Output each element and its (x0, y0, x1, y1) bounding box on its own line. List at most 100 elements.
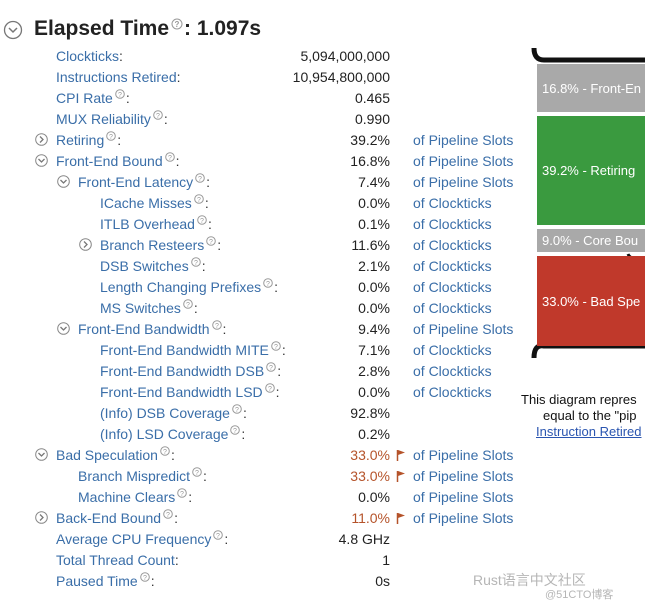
metric-value: 4.8 GHz (338, 531, 390, 547)
help-icon[interactable]: ? (190, 257, 201, 267)
help-icon[interactable]: ? (197, 215, 207, 225)
metric-label: Machine Clears?: (78, 487, 192, 508)
metric-unit[interactable]: of Clockticks (413, 363, 492, 379)
help-icon[interactable]: ? (183, 299, 193, 309)
expand-toggle[interactable] (79, 238, 92, 251)
svg-text:?: ? (268, 386, 272, 393)
help-icon[interactable]: ? (177, 488, 188, 498)
metric-name: Average CPU Frequency (56, 531, 212, 547)
help-icon[interactable]: ? (192, 467, 202, 477)
metric-unit[interactable]: of Clockticks (413, 300, 492, 316)
metric-unit[interactable]: of Pipeline Slots (413, 510, 514, 526)
watermark: Rust语言中文社区 (473, 572, 586, 588)
diagram-block: 16.8% - Front-En (537, 64, 645, 112)
expand-toggle[interactable] (57, 175, 70, 188)
metric-label: Front-End Bandwidth DSB?: (100, 361, 281, 382)
diagram-caption: This diagram repres (521, 392, 637, 407)
metric-name: Front-End Bound (56, 153, 163, 169)
metric-value: 0.2% (358, 426, 390, 442)
separator: : (201, 258, 206, 274)
metric-unit[interactable]: of Pipeline Slots (413, 321, 514, 337)
metric-unit[interactable]: of Pipeline Slots (413, 468, 514, 484)
metric-unit[interactable]: of Clockticks (413, 258, 492, 274)
metric-row: (Info) DSB Coverage?: 92.8% (0, 403, 520, 424)
metric-value: 16.8% (350, 153, 390, 169)
metric-unit[interactable]: of Pipeline Slots (413, 132, 514, 148)
separator: : (241, 426, 246, 442)
separator: : (170, 447, 175, 463)
separator: : (224, 531, 229, 547)
metric-unit[interactable]: of Clockticks (413, 279, 492, 295)
help-icon[interactable]: ? (264, 383, 275, 393)
metric-unit[interactable]: of Clockticks (413, 384, 492, 400)
metric-name: Branch Mispredict (78, 468, 191, 484)
collapse-toggle[interactable] (3, 20, 23, 40)
metric-value: 7.1% (358, 342, 390, 358)
metric-value: 0.0% (358, 384, 390, 400)
help-icon[interactable]: ? (153, 110, 163, 120)
help-icon[interactable]: ? (266, 362, 277, 372)
issue-flag[interactable] (396, 449, 406, 461)
diagram-link[interactable]: Instruction Retired (536, 424, 642, 439)
help-icon[interactable]: ? (106, 131, 117, 141)
metric-row: MUX Reliability?: 0.990 (0, 109, 520, 130)
metric-label: Total Thread Count: (56, 550, 179, 571)
expand-toggle[interactable] (35, 511, 48, 524)
metric-unit[interactable]: of Clockticks (413, 342, 492, 358)
metric-name: Total Thread Count (56, 552, 175, 568)
expand-toggle[interactable] (57, 322, 70, 335)
separator: : (188, 489, 193, 505)
metric-label: Instructions Retired: (56, 67, 181, 88)
help-icon[interactable]: ? (206, 236, 217, 246)
separator: : (174, 510, 178, 526)
metric-label: Front-End Bound?: (56, 151, 180, 172)
metric-value: 10,954,800,000 (292, 69, 390, 85)
diagram-block: 9.0% - Core Bou (537, 229, 645, 252)
expand-toggle[interactable] (35, 154, 48, 167)
metric-unit[interactable]: of Pipeline Slots (413, 153, 514, 169)
issue-flag[interactable] (396, 470, 406, 482)
metric-unit[interactable]: of Clockticks (413, 195, 492, 211)
help-icon[interactable]: ? (194, 194, 204, 204)
help-icon[interactable]: ? (211, 320, 222, 330)
help-icon[interactable]: ? (195, 173, 205, 183)
svg-text:?: ? (216, 533, 220, 540)
separator: : (175, 153, 180, 169)
metric-name: Paused Time (56, 573, 138, 589)
metric-unit[interactable]: of Pipeline Slots (413, 489, 514, 505)
help-icon[interactable]: ? (171, 18, 183, 30)
help-icon[interactable]: ? (160, 446, 170, 456)
metric-label: Front-End Bandwidth LSD?: (100, 382, 280, 403)
metric-value: 11.0% (351, 510, 390, 526)
help-icon[interactable]: ? (230, 425, 241, 435)
metric-unit[interactable]: of Pipeline Slots (413, 174, 514, 190)
metric-unit[interactable]: of Clockticks (413, 216, 492, 232)
help-icon[interactable]: ? (139, 572, 150, 582)
help-icon[interactable]: ? (163, 509, 173, 519)
issue-flag[interactable] (396, 512, 406, 524)
svg-text:?: ? (175, 20, 180, 29)
metric-value: 0.0% (358, 300, 390, 316)
metric-value: 7.4% (358, 174, 390, 190)
metric-name: Branch Resteers (100, 237, 205, 253)
metric-name: Back-End Bound (56, 510, 162, 526)
metric-unit[interactable]: of Clockticks (413, 237, 492, 253)
metric-label: CPI Rate?: (56, 88, 130, 109)
svg-text:?: ? (194, 260, 198, 267)
metric-value: 33.0% (350, 447, 390, 463)
help-icon[interactable]: ? (271, 341, 281, 351)
metric-value: 2.8% (358, 363, 390, 379)
svg-text:?: ? (109, 134, 113, 141)
help-icon[interactable]: ? (232, 404, 242, 414)
help-icon[interactable]: ? (263, 278, 273, 288)
expand-toggle[interactable] (35, 448, 48, 461)
help-icon[interactable]: ? (213, 530, 224, 540)
metric-row: Branch Resteers?: 11.6% of Clockticks (0, 235, 520, 256)
metric-row: MS Switches?: 0.0% of Clockticks (0, 298, 520, 319)
separator: : (207, 216, 212, 232)
help-icon[interactable]: ? (164, 152, 175, 162)
expand-toggle[interactable] (35, 133, 48, 146)
metric-name: ICache Misses (100, 195, 192, 211)
help-icon[interactable]: ? (115, 89, 125, 99)
metric-unit[interactable]: of Pipeline Slots (413, 447, 514, 463)
